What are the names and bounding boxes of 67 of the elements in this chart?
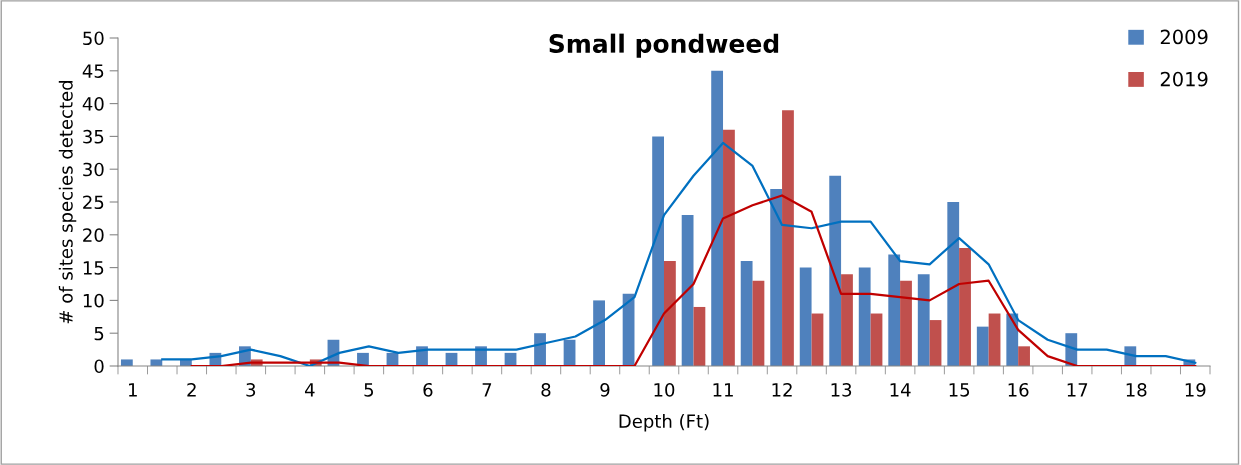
- bar: [681, 215, 694, 366]
- bar: [723, 129, 735, 366]
- y-tick-label: 30: [83, 162, 104, 177]
- chart-title: Small pondweed: [549, 33, 779, 58]
- bar: [917, 274, 930, 366]
- y-tick-label: 20: [83, 228, 104, 242]
- bar: [120, 359, 133, 366]
- bar: [652, 136, 664, 366]
- y-tick-label: 15: [83, 261, 104, 275]
- bar: [870, 313, 883, 366]
- x-tick-label: 16: [1008, 382, 1029, 397]
- bar: [947, 202, 960, 366]
- bar: [740, 261, 753, 366]
- x-tick-label: 14: [890, 383, 911, 397]
- y-tick-label: 10: [83, 293, 104, 308]
- x-tick-label: 15: [949, 383, 970, 397]
- bar: [534, 333, 546, 366]
- y-tick-label: 0: [94, 359, 104, 374]
- bar: [829, 175, 842, 366]
- bar: [976, 326, 989, 366]
- bar: [929, 320, 942, 366]
- x-tick-label: 10: [654, 382, 675, 397]
- bar: [988, 313, 1001, 366]
- y-tick-label: 25: [83, 195, 104, 210]
- line-series: [161, 141, 1197, 366]
- bar: [693, 306, 706, 366]
- bar: [1018, 346, 1030, 366]
- line-series: [190, 194, 1197, 366]
- bar: [811, 313, 824, 366]
- bar: [1006, 313, 1019, 366]
- bar: [799, 267, 812, 366]
- bar: [711, 70, 724, 366]
- x-tick-label: 2: [187, 382, 196, 397]
- y-tick-label: 50: [83, 31, 104, 46]
- x-axis-title: Depth (Ft): [619, 414, 709, 432]
- bar: [841, 274, 853, 366]
- y-tick-label: 5: [94, 326, 104, 341]
- x-tick-label: 5: [364, 383, 374, 397]
- bar: [959, 247, 971, 366]
- x-tick-label: 7: [482, 383, 492, 397]
- x-tick-label: 6: [423, 382, 433, 397]
- bar: [664, 261, 676, 366]
- bar: [770, 188, 783, 366]
- x-tick-label: 17: [1067, 383, 1088, 397]
- x-tick-label: 11: [713, 383, 733, 397]
- bar: [900, 280, 912, 366]
- x-tick-label: 3: [246, 382, 256, 397]
- y-tick-label: 35: [83, 129, 104, 144]
- bar: [888, 254, 901, 366]
- y-tick-label: 40: [82, 97, 104, 111]
- bar: [782, 110, 794, 366]
- bar: [752, 280, 765, 366]
- legend-label: 2019: [1160, 71, 1208, 87]
- x-tick-label: 4: [304, 383, 315, 397]
- y-tick-label: 45: [82, 64, 104, 78]
- legend-label: 2009: [1160, 29, 1208, 45]
- x-tick-label: 19: [1185, 382, 1206, 397]
- bar: [593, 300, 605, 366]
- x-tick-label: 12: [772, 382, 792, 397]
- x-tick-label: 18: [1126, 382, 1147, 397]
- bar: [858, 267, 871, 366]
- x-tick-label: 13: [831, 382, 852, 397]
- x-tick-label: 8: [541, 382, 551, 397]
- y-axis-title: # of sites species detected: [58, 81, 77, 324]
- x-tick-label: 9: [600, 382, 610, 397]
- bar: [150, 359, 163, 366]
- x-tick-label: 1: [129, 383, 137, 397]
